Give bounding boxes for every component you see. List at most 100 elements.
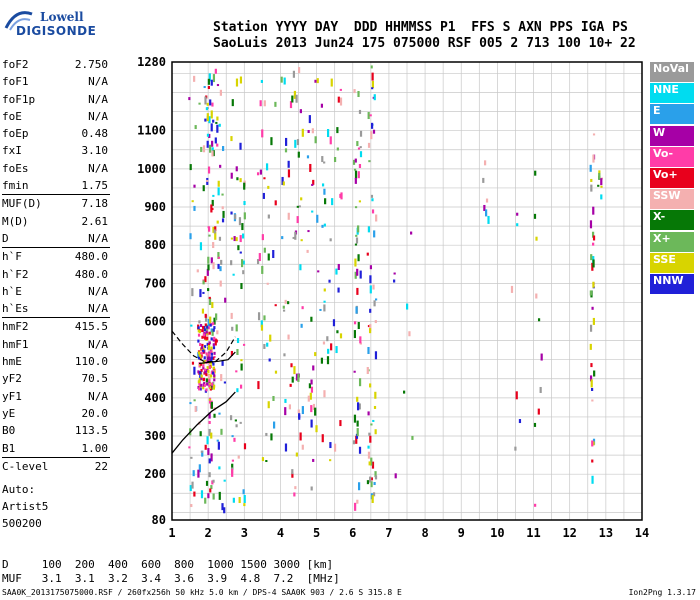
echo-point (270, 137, 273, 146)
param-value: N/A (88, 92, 108, 106)
echo-point (301, 128, 304, 137)
echo-point (197, 351, 201, 355)
echo-point (199, 431, 202, 437)
echo-point (221, 503, 224, 511)
echo-point (208, 73, 211, 82)
echo-point (207, 78, 210, 85)
param-name: foF1 (2, 75, 29, 89)
echo-point (239, 384, 243, 389)
echo-point (284, 299, 287, 304)
echo-point (296, 139, 300, 146)
echo-point (212, 226, 215, 233)
echo-point (210, 432, 213, 439)
echo-point (207, 326, 210, 330)
echo-point (204, 444, 207, 450)
echo-point (207, 166, 211, 174)
echo-point (372, 419, 375, 422)
echo-point (355, 234, 358, 237)
echo-point (265, 432, 268, 436)
echo-point (285, 137, 288, 146)
echo-point (330, 343, 333, 351)
echo-point (310, 405, 313, 413)
echo-point (235, 237, 238, 242)
param-name: D (2, 231, 9, 245)
echo-point (355, 433, 359, 439)
echo-point (204, 314, 208, 322)
echo-point (203, 356, 206, 360)
echo-point (370, 194, 374, 198)
echo-point (240, 259, 244, 268)
echo-point (357, 91, 360, 98)
echo-point (287, 301, 290, 305)
echo-point (203, 335, 206, 339)
echo-point (374, 429, 377, 435)
echo-point (191, 288, 194, 297)
echo-point (591, 231, 595, 238)
param-value: 480.0 (74, 250, 108, 264)
echo-point (212, 262, 215, 270)
echo-point (370, 477, 373, 481)
echo-point (281, 236, 284, 240)
echo-point (205, 378, 208, 383)
echo-point (298, 413, 301, 419)
echo-point (368, 432, 371, 436)
echo-point (357, 147, 361, 150)
echo-point (287, 169, 291, 178)
echo-point (243, 443, 247, 450)
echo-point (233, 437, 236, 442)
echo-point (202, 347, 205, 351)
echo-point (221, 193, 224, 196)
param-row: yF1 N/A (2, 388, 108, 405)
echo-point (207, 382, 210, 386)
echo-point (213, 374, 216, 378)
echo-point (591, 306, 594, 310)
echo-point (282, 181, 285, 186)
param-name: fmin (2, 179, 29, 193)
echo-point (214, 226, 217, 232)
echo-point (369, 324, 372, 332)
echo-point (337, 287, 340, 293)
echo-point (283, 77, 286, 85)
x-tick-label: 4 (277, 526, 284, 540)
echo-point (235, 78, 239, 87)
echo-point (229, 415, 233, 421)
echo-point (235, 424, 238, 428)
echo-point (213, 351, 216, 355)
echo-point (208, 458, 211, 464)
param-row: B1 1.00 (2, 440, 108, 457)
echo-point (274, 101, 277, 107)
echo-point (272, 421, 276, 429)
echo-point (203, 382, 206, 386)
echo-point (199, 355, 202, 359)
echo-point (269, 334, 272, 342)
param-value: 1.75 (81, 179, 109, 193)
echo-point (206, 113, 209, 122)
echo-point (205, 480, 209, 486)
param-value: 415.5 (74, 320, 108, 334)
echo-point (590, 387, 594, 391)
echo-point (208, 378, 211, 382)
param-name: foEs (2, 161, 29, 175)
echo-point (592, 133, 596, 136)
echo-point (310, 386, 314, 393)
echo-point (200, 354, 203, 358)
echo-point (339, 193, 342, 198)
echo-point (197, 469, 200, 478)
y-tick-label: 400 (144, 391, 166, 405)
echo-point (263, 247, 266, 253)
echo-point (321, 183, 325, 187)
echo-point (217, 441, 220, 450)
y-tick-label: 300 (144, 429, 166, 443)
echo-point (210, 371, 213, 375)
param-name: foEp (2, 127, 29, 141)
echo-point (284, 407, 287, 416)
echo-point (295, 452, 298, 457)
echo-point (326, 356, 330, 365)
echo-point (331, 198, 334, 206)
echo-point (403, 390, 406, 394)
echo-point (202, 366, 205, 370)
echo-point (201, 325, 205, 329)
echo-point (212, 194, 215, 197)
echo-point (306, 155, 310, 159)
echo-point (210, 257, 213, 264)
